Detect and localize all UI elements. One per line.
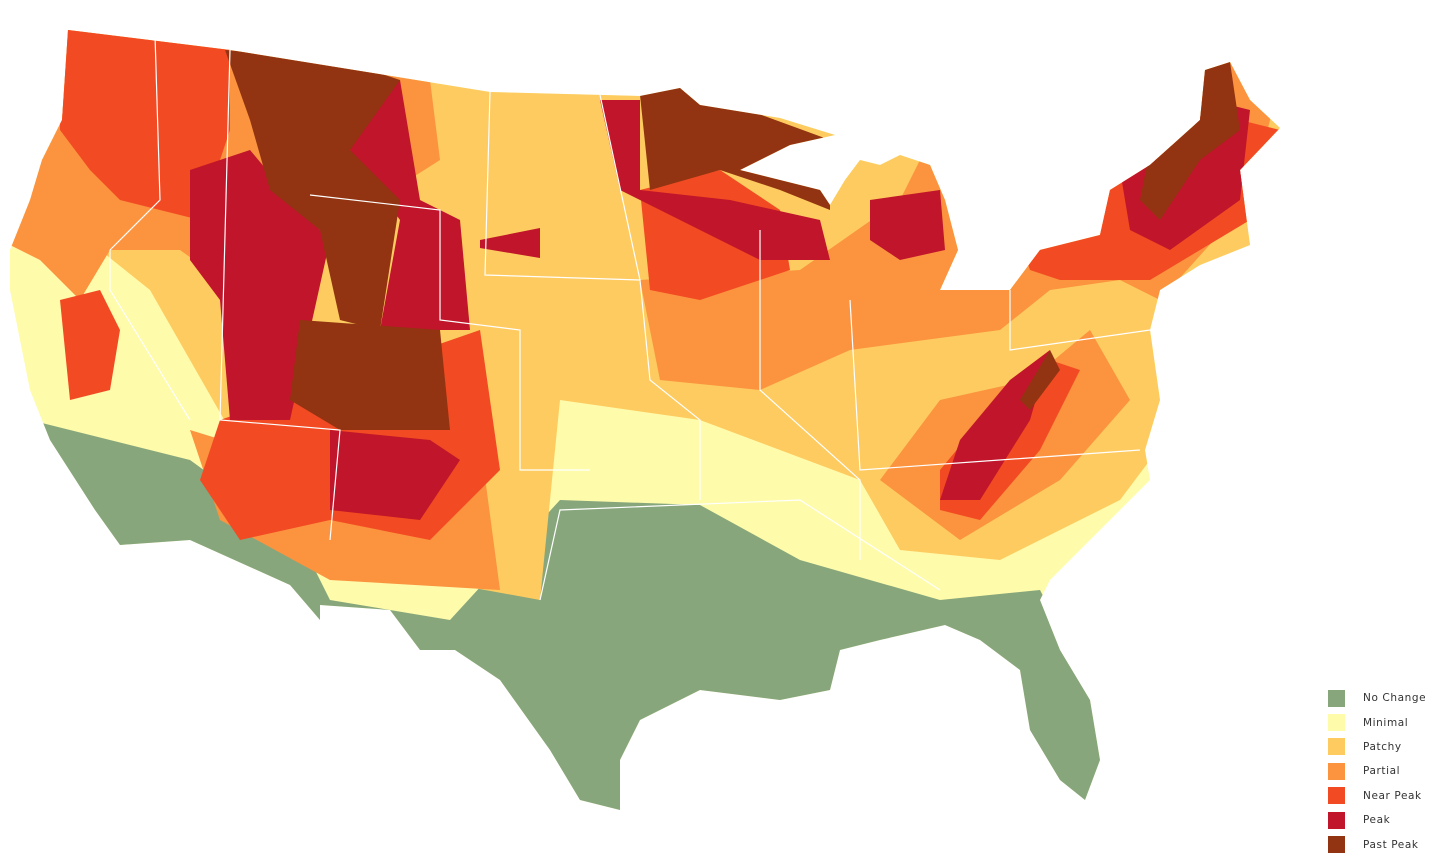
legend-swatch	[1328, 762, 1345, 780]
state-border	[599, 94, 641, 281]
region	[480, 228, 540, 258]
legend-swatch	[1328, 714, 1345, 732]
region	[1020, 350, 1060, 410]
region	[290, 320, 450, 430]
legend-label: Near Peak	[1363, 789, 1422, 802]
legend-swatch	[1328, 787, 1345, 805]
region	[60, 30, 230, 220]
legend-label: Minimal	[1363, 716, 1409, 729]
legend-item: Near Peak	[1328, 784, 1436, 808]
state-border	[309, 194, 590, 471]
state-border	[759, 230, 861, 560]
legend-label: Peak	[1363, 814, 1391, 827]
legend-item: Peak	[1328, 808, 1436, 832]
legend: No Change Minimal Patchy Partial Near Peak Pe…	[1328, 686, 1436, 857]
legend-item: Minimal	[1328, 710, 1436, 734]
legend-swatch	[1328, 689, 1345, 707]
region	[340, 80, 470, 330]
state-borders	[109, 34, 1151, 601]
state-border	[219, 49, 341, 541]
legend-label: No Change	[1363, 692, 1427, 705]
state-border	[109, 34, 161, 251]
region	[330, 430, 460, 520]
legend-item: Patchy	[1328, 735, 1436, 759]
legend-label: Past Peak	[1363, 838, 1419, 851]
legend-swatch	[1328, 738, 1345, 756]
legend-swatch	[1328, 836, 1345, 854]
legend-item: Past Peak	[1328, 832, 1436, 856]
legend-label: Patchy	[1363, 740, 1402, 753]
state-border	[109, 250, 191, 421]
region	[870, 190, 945, 260]
state-border	[539, 499, 941, 601]
state-border	[484, 91, 701, 500]
region	[60, 290, 120, 400]
region	[1140, 62, 1240, 220]
region	[600, 100, 830, 260]
legend-item: Partial	[1328, 759, 1436, 783]
legend-item: No Change	[1328, 686, 1436, 710]
legend-swatch	[1328, 811, 1345, 829]
state-border	[849, 299, 1141, 471]
legend-label: Partial	[1363, 765, 1401, 778]
region	[225, 50, 400, 330]
state-border	[1009, 290, 1151, 351]
